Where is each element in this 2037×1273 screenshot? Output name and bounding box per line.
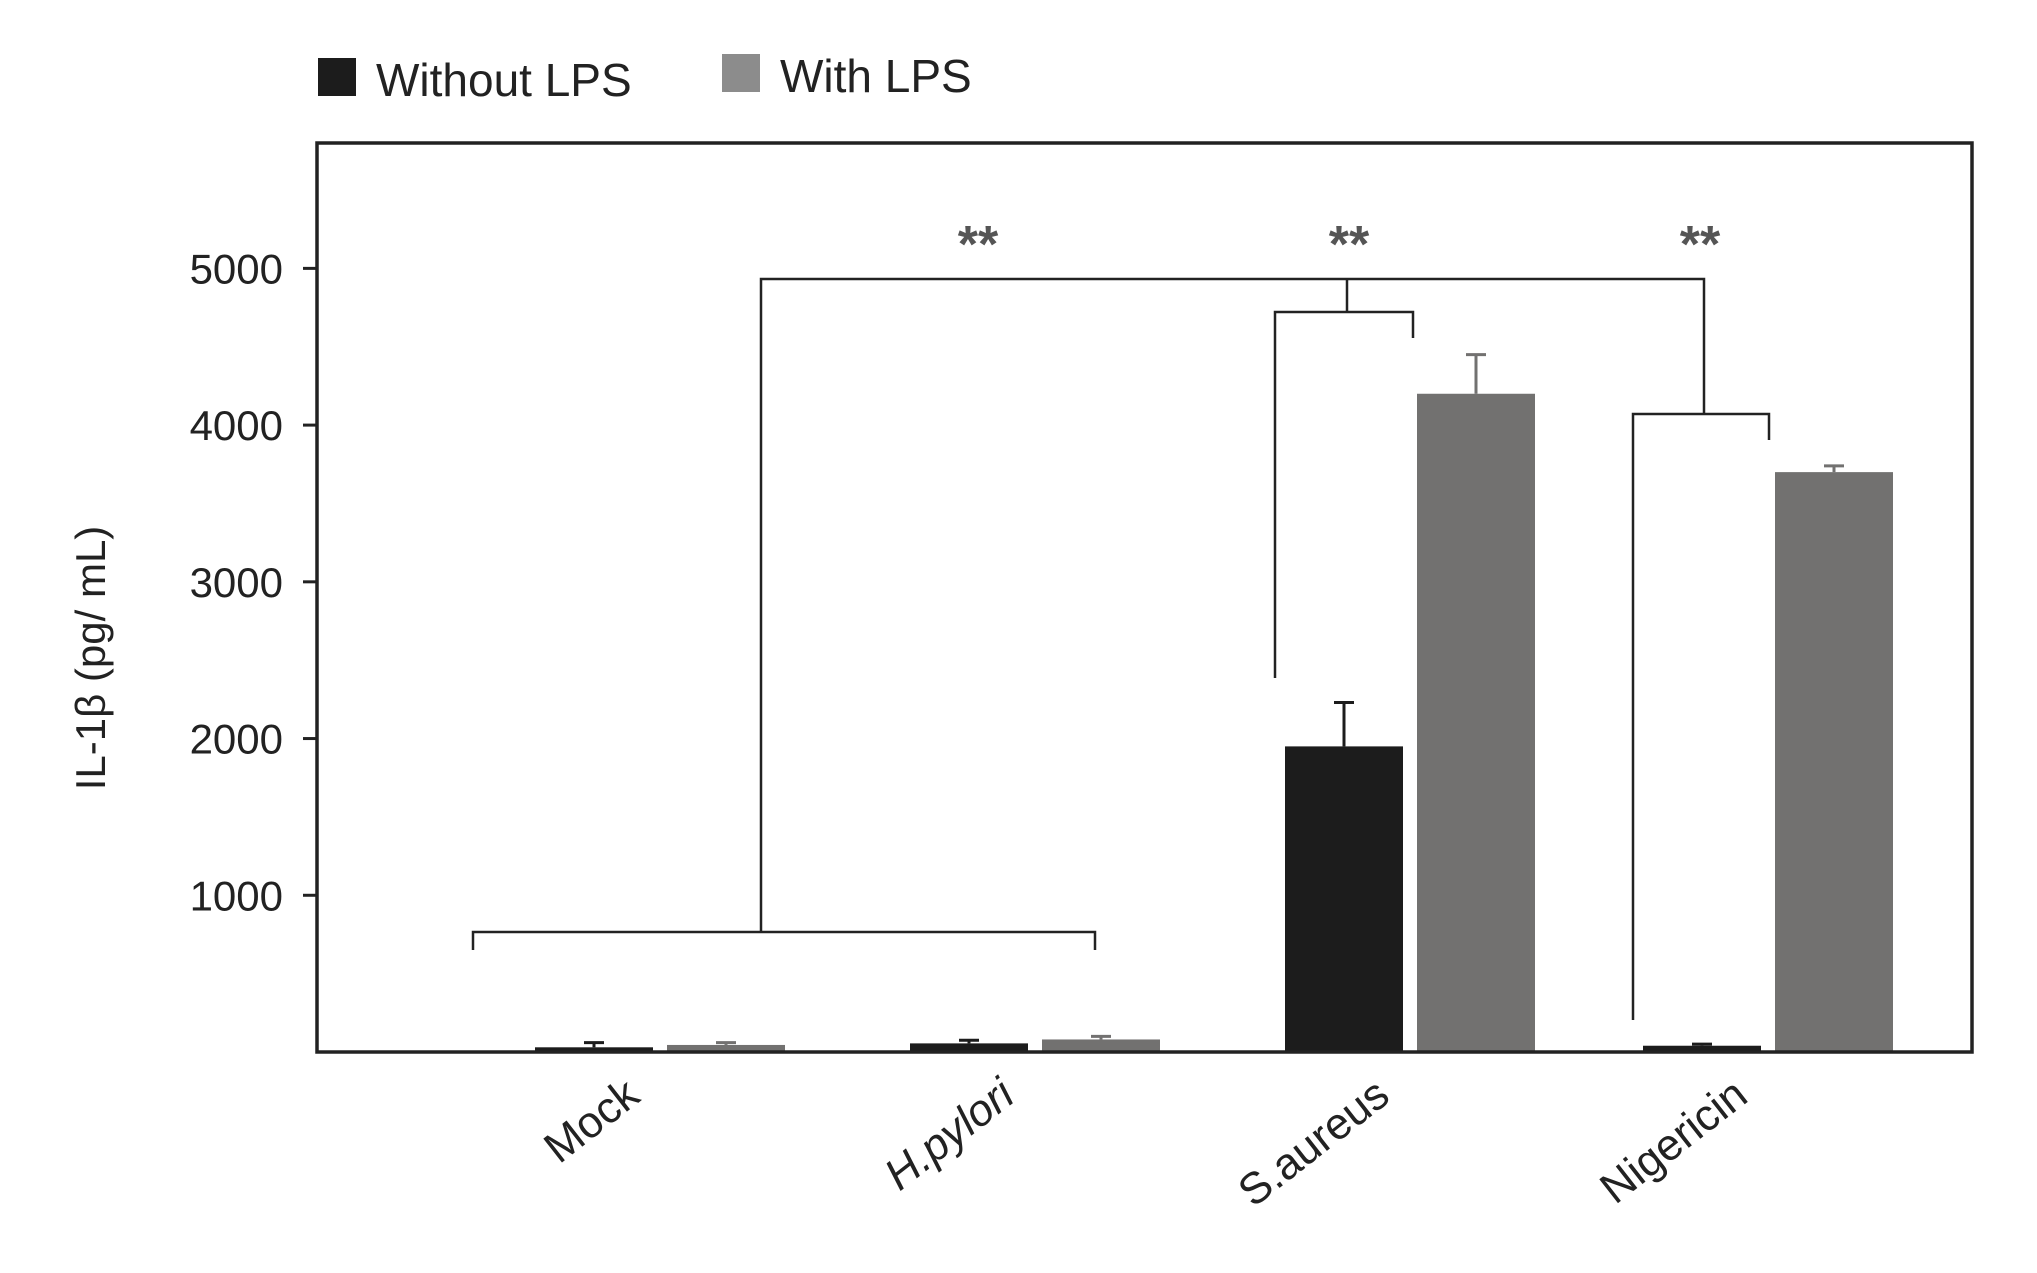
bar-without-lps-saureus: [1285, 746, 1403, 1052]
significance-label: **: [1680, 216, 1721, 274]
bar-without-lps-hpylori: [910, 1043, 1028, 1052]
bar-without-lps-mock: [535, 1047, 653, 1052]
significance-label: **: [1329, 216, 1370, 274]
bracket-mock-hpylori: [471, 930, 1097, 950]
y-tick-label: 2000: [190, 716, 283, 763]
significance-label: **: [958, 216, 999, 274]
x-category-label: Nigericin: [1591, 1069, 1756, 1213]
bars: [535, 393, 1893, 1052]
x-category-label: S.aureus: [1229, 1069, 1398, 1216]
y-axis-ticks: 1000 2000 3000 4000 5000: [190, 245, 317, 919]
bracket-nigericin: [1631, 412, 1771, 1020]
bar-with-lps-nigericin: [1775, 472, 1893, 1052]
x-category-label: H.pylori: [875, 1069, 1024, 1200]
plot-frame: [315, 141, 1974, 1054]
bar-with-lps-mock: [667, 1044, 785, 1052]
bracket-saureus: [1273, 310, 1415, 678]
bar-without-lps-nigericin: [1643, 1045, 1761, 1052]
significance-brackets: [471, 277, 1771, 1020]
legend-label-without-lps: Without LPS: [376, 54, 632, 106]
y-tick-label: 4000: [190, 402, 283, 449]
legend-swatch-with-lps: [722, 54, 760, 92]
legend-label-with-lps: With LPS: [780, 50, 972, 102]
bar-with-lps-hpylori: [1042, 1039, 1160, 1052]
bracket-main-connector: [759, 277, 1706, 932]
bar-with-lps-saureus: [1417, 393, 1535, 1052]
y-tick-label: 5000: [190, 245, 283, 292]
y-tick-label: 1000: [190, 872, 283, 919]
y-axis-label: IL-1β (pg/ mL): [67, 526, 114, 791]
significance-labels: ** ** **: [958, 216, 1721, 274]
category-labels: Mock H.pylori S.aureus Nigericin: [535, 1069, 1756, 1217]
error-bars: [584, 353, 1844, 1048]
y-tick-label: 3000: [190, 559, 283, 606]
legend-swatch-without-lps: [318, 58, 356, 96]
legend: Without LPS With LPS: [318, 50, 972, 106]
x-category-label: Mock: [535, 1069, 649, 1173]
